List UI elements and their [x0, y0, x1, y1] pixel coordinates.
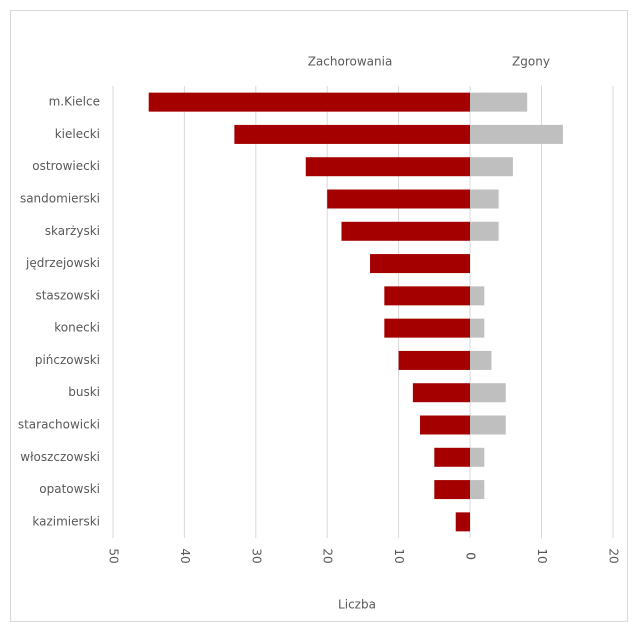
bar [470, 415, 506, 435]
bar [327, 189, 470, 209]
y-tick-label: konecki [54, 321, 100, 335]
bar [470, 447, 485, 467]
x-tick-label: 0 [464, 552, 478, 560]
bar [398, 350, 470, 370]
series-label: Zgony [512, 55, 550, 69]
bar [470, 92, 528, 112]
y-tick-label: sandomierski [20, 192, 100, 206]
bar [434, 447, 470, 467]
bar [434, 480, 470, 500]
bar [470, 383, 506, 403]
series-label: Zachorowania [308, 55, 393, 69]
bar [470, 124, 563, 144]
y-tick-label: ostrowiecki [32, 159, 100, 173]
y-tick-label: jędrzejowski [25, 256, 100, 270]
x-tick-label: 10 [392, 548, 406, 563]
bar [384, 286, 470, 306]
y-tick-label: włoszczowski [20, 450, 100, 464]
y-tick-label: staszowski [35, 288, 100, 302]
bar [384, 318, 470, 338]
y-tick-label: buski [68, 385, 100, 399]
y-tick-label: kielecki [55, 127, 100, 141]
y-tick-label: opatowski [39, 482, 100, 496]
y-tick-label: pińczowski [35, 353, 100, 367]
bar [341, 221, 470, 241]
x-tick-label: 30 [249, 548, 263, 563]
bar [420, 415, 470, 435]
bar [470, 157, 513, 177]
bar [470, 286, 485, 306]
x-tick-label: 50 [107, 548, 121, 563]
x-tick-label: 20 [607, 548, 621, 563]
bar [455, 512, 470, 532]
y-tick-label: skarżyski [45, 224, 100, 238]
y-tick-label: m.Kielce [49, 95, 100, 109]
bar [305, 157, 470, 177]
bar [370, 254, 470, 274]
x-tick-label: 10 [535, 548, 549, 563]
bar [470, 480, 485, 500]
x-tick-label: 40 [178, 548, 192, 563]
y-tick-label: starachowicki [18, 418, 100, 432]
x-tick-label: 0 [464, 552, 478, 560]
bar [470, 189, 499, 209]
bar [234, 124, 470, 144]
y-tick-label: kazimierski [32, 514, 100, 528]
bar [412, 383, 470, 403]
x-tick-label: 20 [321, 548, 335, 563]
bar [470, 221, 499, 241]
bar [470, 318, 485, 338]
bar [148, 92, 470, 112]
x-axis-title: Liczba [338, 598, 376, 612]
bar [470, 350, 492, 370]
